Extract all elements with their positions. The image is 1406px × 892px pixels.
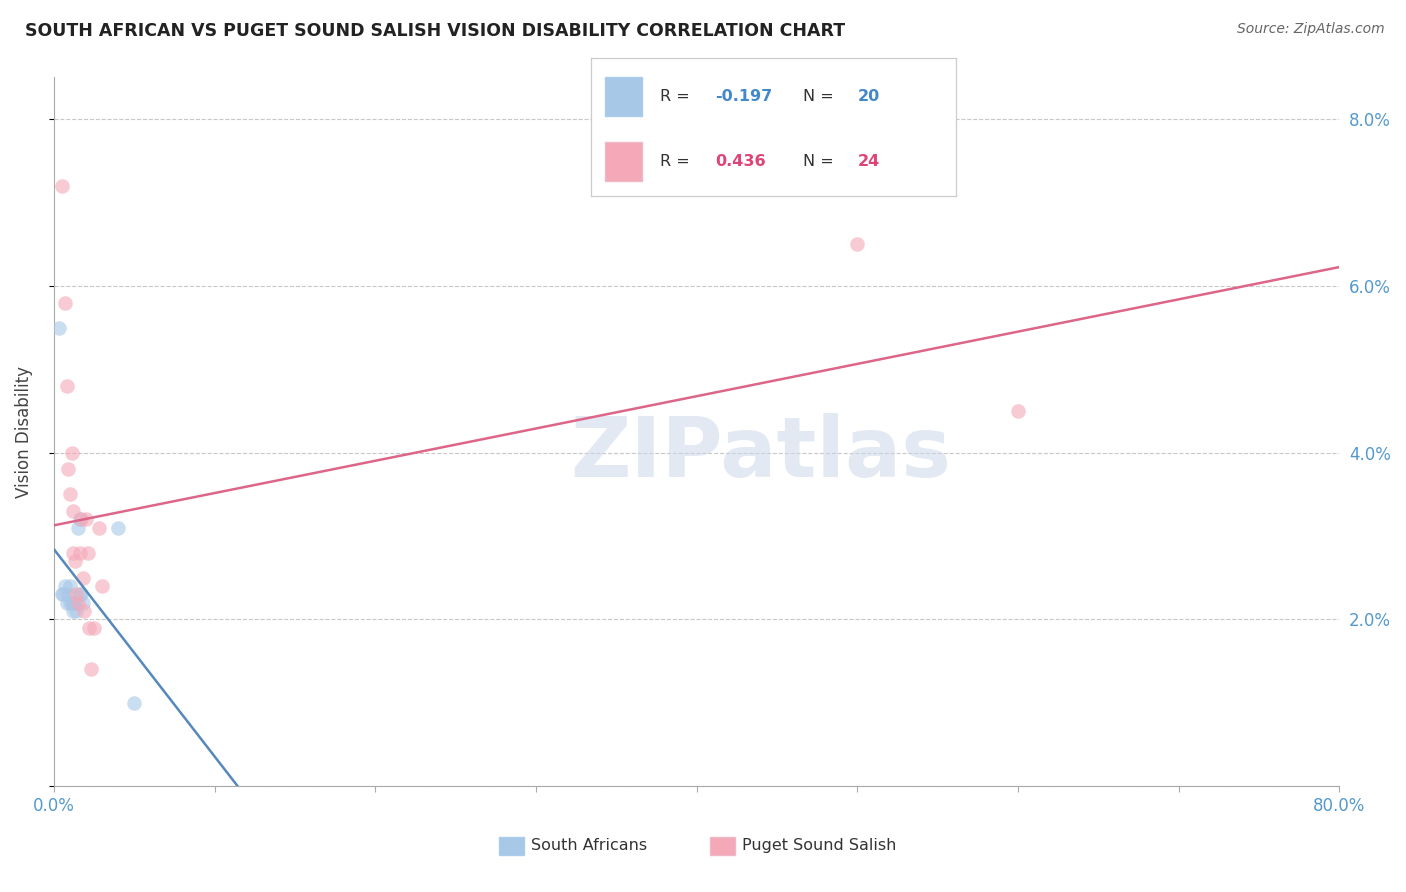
Point (63, 554, 86, 568)
Point (58, 587, 80, 601)
Point (55, 379, 77, 393)
Point (62, 596, 84, 610)
Text: R =: R = (659, 154, 695, 169)
FancyBboxPatch shape (605, 143, 641, 181)
Point (60, 445, 83, 459)
Point (1007, 404, 1029, 418)
Point (75, 512, 97, 526)
Point (65, 587, 87, 601)
Point (60, 596, 83, 610)
Text: ZIPatlas: ZIPatlas (571, 413, 952, 493)
Point (69, 587, 91, 601)
Point (52, 587, 75, 601)
Point (87, 521, 110, 535)
Text: N =: N = (803, 154, 838, 169)
Text: R =: R = (659, 89, 695, 104)
Point (62, 504, 84, 518)
Text: SOUTH AFRICAN VS PUGET SOUND SALISH VISION DISABILITY CORRELATION CHART: SOUTH AFRICAN VS PUGET SOUND SALISH VISI… (25, 22, 845, 40)
Text: 0.436: 0.436 (714, 154, 765, 169)
Point (107, 521, 129, 535)
Point (73, 604, 96, 618)
Point (122, 696, 145, 710)
Point (91, 579, 114, 593)
Point (69, 546, 91, 560)
Text: -0.197: -0.197 (714, 89, 772, 104)
Point (59, 596, 82, 610)
Point (59, 487, 82, 501)
Y-axis label: Vision Disability: Vision Disability (15, 366, 32, 498)
Text: Puget Sound Salish: Puget Sound Salish (742, 838, 897, 853)
Point (72, 596, 94, 610)
Point (77, 621, 100, 635)
Point (66, 521, 89, 535)
Text: South Africans: South Africans (531, 838, 648, 853)
Point (59, 579, 82, 593)
Text: N =: N = (803, 89, 838, 104)
Point (66, 596, 89, 610)
Point (76, 546, 98, 560)
Text: 24: 24 (858, 154, 880, 169)
Point (72, 571, 94, 585)
Point (846, 237, 869, 252)
Point (48, 320, 70, 334)
Point (55, 596, 77, 610)
Point (69, 512, 91, 526)
Point (83, 621, 105, 635)
Point (63, 596, 86, 610)
Point (70, 587, 93, 601)
Text: 20: 20 (858, 89, 880, 104)
Point (62, 546, 84, 560)
Point (58, 462, 80, 476)
Point (53, 579, 76, 593)
Point (80, 662, 103, 676)
Point (65, 604, 87, 618)
Point (70, 512, 93, 526)
Point (51, 587, 73, 601)
Point (53, 295, 76, 310)
Point (62, 604, 84, 618)
Text: Source: ZipAtlas.com: Source: ZipAtlas.com (1237, 22, 1385, 37)
Point (51, 178, 73, 193)
FancyBboxPatch shape (605, 78, 641, 116)
